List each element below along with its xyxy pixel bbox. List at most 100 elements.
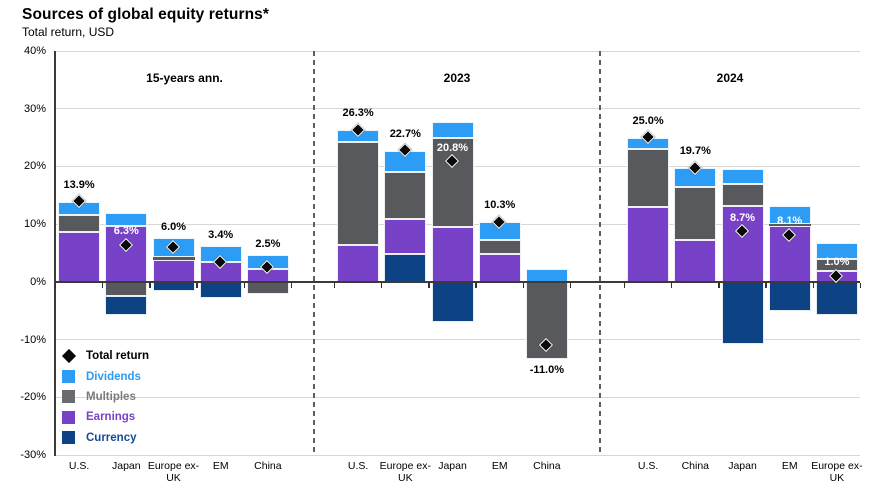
panel-title: 2023 bbox=[443, 71, 471, 85]
bar-segment-earnings bbox=[674, 240, 717, 282]
bar-total-label: 3.4% bbox=[208, 229, 234, 242]
x-axis-tick bbox=[101, 282, 104, 288]
bar-segment-dividends bbox=[768, 206, 811, 224]
y-axis-tick-label: 30% bbox=[23, 102, 46, 115]
bar-total-label: 13.9% bbox=[63, 178, 95, 191]
legend-label-currency: Currency bbox=[86, 431, 137, 444]
bar-segment-multiples bbox=[721, 184, 764, 207]
bar-segment-multiples bbox=[58, 214, 101, 232]
bar-segment-earnings bbox=[384, 218, 427, 255]
x-axis-tick bbox=[718, 282, 720, 288]
x-axis-tick bbox=[475, 282, 477, 288]
bar-segment-multiples bbox=[246, 281, 289, 294]
bar-segment-currency bbox=[152, 281, 195, 292]
x-axis-category-label: China bbox=[681, 460, 710, 472]
bar-segment-earnings bbox=[58, 231, 101, 282]
bar-segment-currency bbox=[768, 281, 811, 311]
bar-segment-earnings bbox=[478, 254, 521, 282]
x-axis-category-label: EM bbox=[781, 460, 798, 472]
bar-segment-earnings bbox=[337, 244, 380, 282]
x-axis-tick bbox=[623, 282, 626, 288]
x-axis-category-label: Japan bbox=[111, 460, 141, 472]
legend-label-total: Total return bbox=[86, 350, 150, 363]
panel-title: 15-years ann. bbox=[146, 71, 223, 85]
bar-segment-currency bbox=[721, 281, 764, 345]
bar-total-label: 25.0% bbox=[632, 114, 664, 127]
bar-segment-currency bbox=[199, 281, 242, 298]
bar-segment-multiples bbox=[768, 223, 811, 227]
bar-segment-currency bbox=[431, 281, 474, 322]
x-axis-category-label: EM bbox=[212, 460, 229, 472]
legend-item-dividends: Dividends bbox=[62, 366, 149, 386]
bar-total-label: 2.5% bbox=[255, 238, 281, 251]
x-axis-category-label: Europe ex-UK bbox=[379, 460, 431, 484]
bar-total-label: 22.7% bbox=[389, 127, 421, 140]
legend-item-currency: Currency bbox=[62, 428, 149, 448]
panel-separator bbox=[313, 51, 315, 455]
bar-segment-earnings bbox=[627, 207, 670, 282]
y-axis-spine bbox=[54, 51, 56, 456]
x-axis-category-label: Europe ex-UK bbox=[147, 460, 200, 484]
y-axis-tick-label: 40% bbox=[23, 45, 46, 57]
bar-total-label: 10.3% bbox=[484, 199, 516, 212]
gridline bbox=[55, 50, 860, 52]
dividends-swatch-icon bbox=[62, 370, 75, 384]
y-axis-tick-label: 10% bbox=[23, 218, 46, 231]
bar-segment-earnings bbox=[721, 206, 764, 282]
y-axis-tick-label: -30% bbox=[20, 449, 46, 461]
bar-segment-currency bbox=[105, 295, 148, 315]
x-axis-tick bbox=[290, 282, 293, 288]
bar-segment-dividends bbox=[431, 121, 474, 139]
y-axis-tick-label: 0% bbox=[30, 275, 46, 288]
bar-total-label: 1.0% bbox=[824, 256, 850, 269]
currency-swatch-icon bbox=[62, 431, 75, 445]
y-axis-tick-label: -10% bbox=[20, 333, 46, 346]
x-axis-tick bbox=[428, 282, 430, 288]
x-axis-tick bbox=[670, 282, 673, 288]
x-axis-category-label: U.S. bbox=[68, 460, 90, 472]
gridline bbox=[55, 108, 860, 110]
chart-subtitle: Total return, USD bbox=[22, 25, 115, 39]
legend-item-multiples: Multiples bbox=[62, 387, 149, 407]
bar-segment-multiples bbox=[152, 257, 195, 260]
bar-segment-multiples bbox=[627, 148, 670, 208]
x-axis-tick bbox=[765, 282, 767, 288]
x-axis-category-label: Japan bbox=[728, 460, 757, 472]
x-axis-tick bbox=[54, 282, 57, 288]
bar-segment-earnings bbox=[431, 227, 474, 282]
bar-total-label: 8.7% bbox=[729, 211, 756, 224]
legend-item-earnings: Earnings bbox=[62, 407, 149, 427]
y-axis-tick-label: -20% bbox=[20, 391, 46, 404]
bar-total-label: 6.3% bbox=[113, 225, 139, 238]
bar-segment-multiples bbox=[431, 138, 474, 228]
x-axis-tick bbox=[380, 282, 383, 288]
gridline bbox=[55, 339, 860, 341]
x-axis-category-label: China bbox=[533, 460, 561, 472]
x-axis-tick bbox=[149, 282, 151, 288]
page-title: Sources of global equity returns* bbox=[22, 6, 270, 23]
zero-axis-line bbox=[55, 280, 860, 283]
y-axis-tick-label: 20% bbox=[23, 160, 46, 173]
gridline bbox=[55, 396, 860, 398]
bar-total-label: 8.1% bbox=[777, 215, 803, 228]
x-axis-tick bbox=[243, 282, 246, 288]
bar-segment-currency bbox=[815, 281, 858, 315]
bar-total-label: -11.0% bbox=[529, 363, 565, 376]
chart-legend: Total return Dividends Multiples Earnings Cu… bbox=[61, 346, 150, 448]
bar-segment-currency bbox=[384, 254, 427, 282]
bar-segment-multiples bbox=[337, 142, 380, 245]
bar-segment-earnings bbox=[152, 259, 195, 282]
gridline bbox=[55, 454, 860, 456]
legend-label-dividends: Dividends bbox=[86, 370, 141, 383]
x-axis-category-label: EM bbox=[491, 460, 508, 472]
multiples-swatch-icon bbox=[62, 390, 75, 404]
legend-item-total: Total return bbox=[61, 346, 150, 366]
panel-title: 2024 bbox=[716, 71, 744, 85]
total-return-diamond-icon bbox=[61, 349, 77, 364]
x-axis-category-label: Japan bbox=[438, 460, 467, 472]
panel-separator bbox=[599, 51, 601, 455]
x-axis-category-label: U.S. bbox=[637, 460, 659, 472]
bar-segment-dividends bbox=[105, 212, 148, 227]
